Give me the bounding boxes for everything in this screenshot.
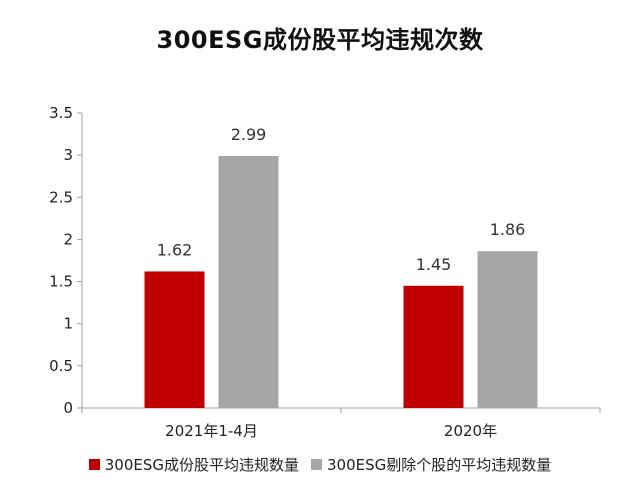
data-label: 2.99	[231, 125, 267, 144]
data-label: 1.62	[157, 240, 193, 259]
y-tick-label: 3	[63, 146, 73, 164]
bar-series-2-cat-1	[218, 155, 279, 408]
bar-series-2-cat-2	[477, 251, 538, 408]
legend-item-series-1: 300ESG成份股平均违规数量	[88, 454, 299, 475]
bar-series-1-cat-1	[144, 271, 205, 408]
data-label: 1.45	[416, 255, 452, 274]
y-tick-label: 2	[63, 230, 73, 248]
y-tick-label: 3.5	[49, 104, 73, 122]
y-tick-label: 2.5	[49, 188, 73, 206]
y-tick-label: 0.5	[49, 357, 73, 375]
y-tick-label: 1.5	[49, 273, 73, 291]
x-category-label: 2021年1-4月	[165, 422, 258, 440]
y-tick-label: 1	[63, 315, 73, 333]
x-category-label: 2020年	[444, 422, 497, 440]
legend-swatch-series-2	[311, 459, 322, 470]
data-label: 1.86	[490, 220, 526, 239]
chart-title: 300ESG成份股平均违规次数	[156, 26, 484, 54]
legend-label-series-2: 300ESG剔除个股的平均违规数量	[327, 456, 552, 474]
legend-swatch-series-1	[88, 459, 100, 470]
legend-label-series-1: 300ESG成份股平均违规数量	[104, 456, 299, 474]
chart-legend: 300ESG成份股平均违规数量 300ESG剔除个股的平均违规数量	[0, 454, 640, 475]
bar-series-1-cat-2	[403, 285, 464, 408]
legend-item-series-2: 300ESG剔除个股的平均违规数量	[311, 454, 551, 475]
y-tick-label: 0	[63, 399, 73, 417]
